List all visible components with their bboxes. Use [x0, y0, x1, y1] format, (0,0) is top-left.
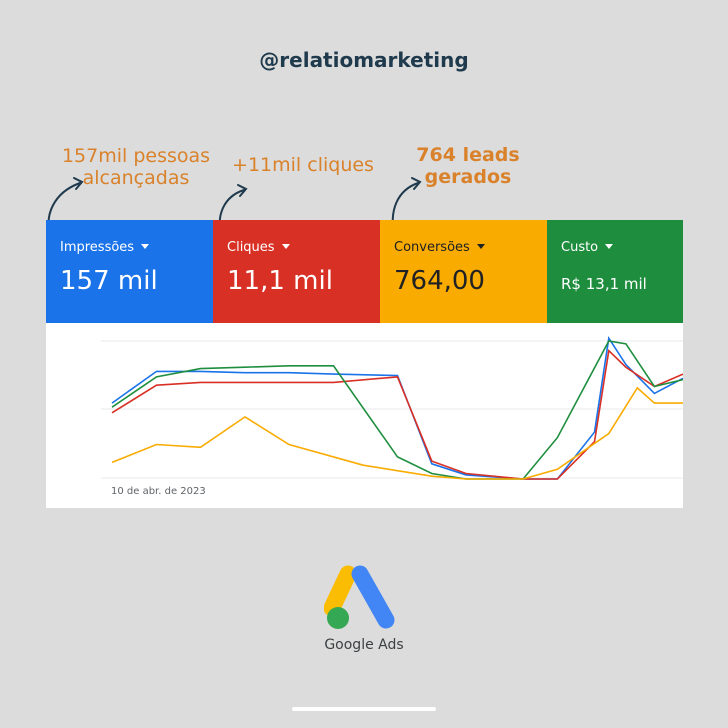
caret-down-icon	[605, 244, 614, 249]
metric-impressions-label: Impressões	[60, 240, 135, 255]
series-lines	[111, 336, 683, 480]
metric-conversions-value: 764,00	[394, 266, 485, 296]
annotation-clicks: +11mil cliques	[228, 154, 378, 176]
annotation-reach-line1: 157mil pessoas	[61, 145, 211, 167]
metric-cost[interactable]: Custo R$ 13,1 mil	[547, 220, 683, 323]
caret-down-icon	[141, 244, 150, 249]
annotation-reach: 157mil pessoas alcançadas	[56, 145, 216, 189]
account-handle: @relatiomarketing	[259, 48, 469, 72]
metric-impressions[interactable]: Impressões 157 mil	[46, 220, 213, 323]
metric-clicks-label: Cliques	[227, 240, 275, 255]
metric-clicks[interactable]: Cliques 11,1 mil	[213, 220, 380, 323]
annotation-clicks-line1: +11mil cliques	[232, 154, 374, 176]
metric-impressions-value: 157 mil	[60, 266, 158, 296]
series-line	[111, 349, 683, 480]
home-indicator	[292, 707, 436, 711]
metric-conversions-label: Conversões	[394, 240, 470, 255]
metric-cost-value: R$ 13,1 mil	[561, 275, 647, 293]
metric-cards: Impressões 157 mil Cliques 11,1 mil Conv…	[46, 220, 683, 323]
metric-conversions[interactable]: Conversões 764,00	[380, 220, 547, 323]
google-ads-overview-panel: Impressões 157 mil Cliques 11,1 mil Conv…	[46, 220, 683, 508]
caret-down-icon	[476, 244, 485, 249]
annotation-reach-line2: alcançadas	[82, 167, 190, 189]
annotation-leads-line2: gerados	[424, 166, 512, 188]
metric-cost-label: Custo	[561, 240, 599, 255]
series-line	[111, 386, 683, 480]
google-ads-wordmark: Google Ads	[324, 637, 404, 653]
annotation-leads-line1: 764 leads	[416, 144, 520, 166]
metric-clicks-value: 11,1 mil	[227, 266, 333, 296]
arrowhead-icon	[237, 184, 248, 197]
caret-down-icon	[281, 244, 290, 249]
chart-start-date: 10 de abr. de 2023	[111, 486, 206, 497]
google-ads-logo	[324, 565, 395, 629]
series-line	[111, 336, 683, 480]
annotation-leads: 764 leads gerados	[404, 144, 532, 188]
series-line	[111, 340, 683, 480]
performance-line-chart	[101, 336, 683, 480]
